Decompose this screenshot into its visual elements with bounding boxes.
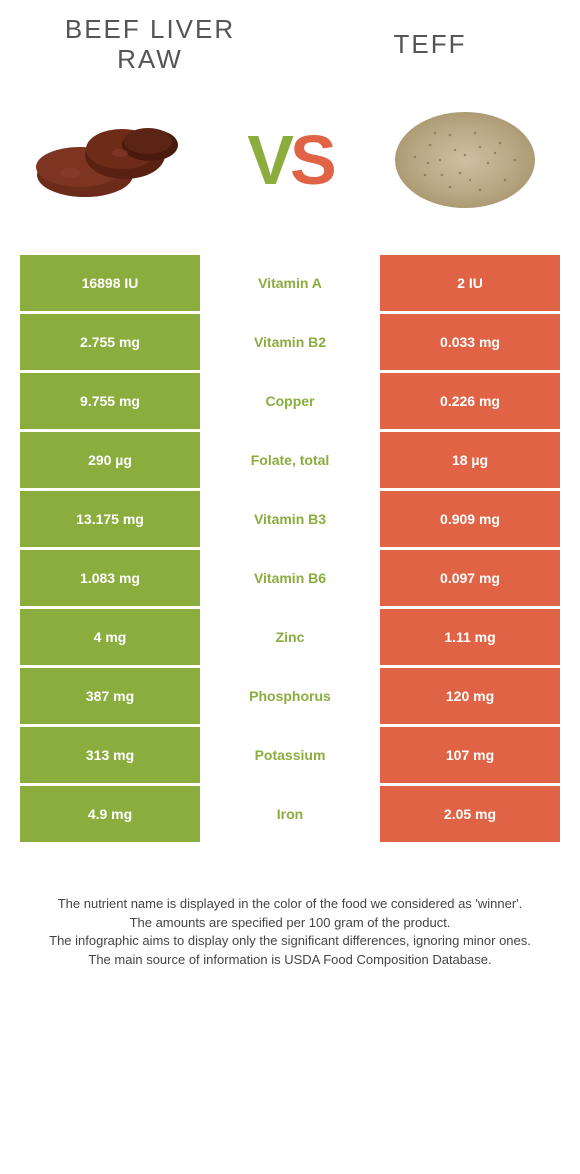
footer-notes: The nutrient name is displayed in the co…	[0, 845, 580, 970]
nutrient-name: Vitamin B3	[200, 491, 380, 547]
table-row: 2.755 mgVitamin B20.033 mg	[20, 314, 560, 370]
vs-label: VS	[247, 120, 332, 200]
nutrient-name: Phosphorus	[200, 668, 380, 724]
value-right: 0.033 mg	[380, 314, 560, 370]
table-row: 16898 IUVitamin A2 IU	[20, 255, 560, 311]
value-left: 1.083 mg	[20, 550, 200, 606]
footer-line3: The infographic aims to display only the…	[28, 932, 552, 951]
value-left: 9.755 mg	[20, 373, 200, 429]
value-right: 1.11 mg	[380, 609, 560, 665]
value-right: 0.097 mg	[380, 550, 560, 606]
value-left: 2.755 mg	[20, 314, 200, 370]
food2-title-wrap: Teff	[330, 15, 530, 75]
value-right: 120 mg	[380, 668, 560, 724]
nutrient-name: Zinc	[200, 609, 380, 665]
value-left: 16898 IU	[20, 255, 200, 311]
table-row: 4 mgZinc1.11 mg	[20, 609, 560, 665]
header: Beef Liver raw Teff	[0, 0, 580, 75]
value-left: 13.175 mg	[20, 491, 200, 547]
nutrient-name: Copper	[200, 373, 380, 429]
nutrient-name: Folate, total	[200, 432, 380, 488]
nutrient-name: Vitamin B2	[200, 314, 380, 370]
food1-title: Beef Liver raw	[50, 15, 250, 75]
value-right: 0.226 mg	[380, 373, 560, 429]
value-left: 313 mg	[20, 727, 200, 783]
images-row: VS	[0, 75, 580, 255]
value-left: 4.9 mg	[20, 786, 200, 842]
table-row: 4.9 mgIron2.05 mg	[20, 786, 560, 842]
value-left: 4 mg	[20, 609, 200, 665]
nutrient-name: Iron	[200, 786, 380, 842]
value-right: 2 IU	[380, 255, 560, 311]
nutrient-table: 16898 IUVitamin A2 IU2.755 mgVitamin B20…	[20, 255, 560, 845]
table-row: 290 µgFolate, total18 µg	[20, 432, 560, 488]
food2-image	[380, 105, 550, 215]
food1-title-wrap: Beef Liver raw	[50, 15, 250, 75]
value-right: 0.909 mg	[380, 491, 560, 547]
value-right: 2.05 mg	[380, 786, 560, 842]
table-row: 9.755 mgCopper0.226 mg	[20, 373, 560, 429]
footer-line4: The main source of information is USDA F…	[28, 951, 552, 970]
value-left: 387 mg	[20, 668, 200, 724]
nutrient-name: Vitamin B6	[200, 550, 380, 606]
footer-line1: The nutrient name is displayed in the co…	[28, 895, 552, 914]
table-row: 13.175 mgVitamin B30.909 mg	[20, 491, 560, 547]
value-right: 107 mg	[380, 727, 560, 783]
table-row: 1.083 mgVitamin B60.097 mg	[20, 550, 560, 606]
food1-image	[30, 105, 200, 215]
nutrient-name: Vitamin A	[200, 255, 380, 311]
vs-v: V	[247, 121, 290, 199]
value-left: 290 µg	[20, 432, 200, 488]
food2-title: Teff	[394, 30, 467, 60]
value-right: 18 µg	[380, 432, 560, 488]
vs-s: S	[290, 121, 333, 199]
table-row: 313 mgPotassium107 mg	[20, 727, 560, 783]
nutrient-name: Potassium	[200, 727, 380, 783]
footer-line2: The amounts are specified per 100 gram o…	[28, 914, 552, 933]
table-row: 387 mgPhosphorus120 mg	[20, 668, 560, 724]
